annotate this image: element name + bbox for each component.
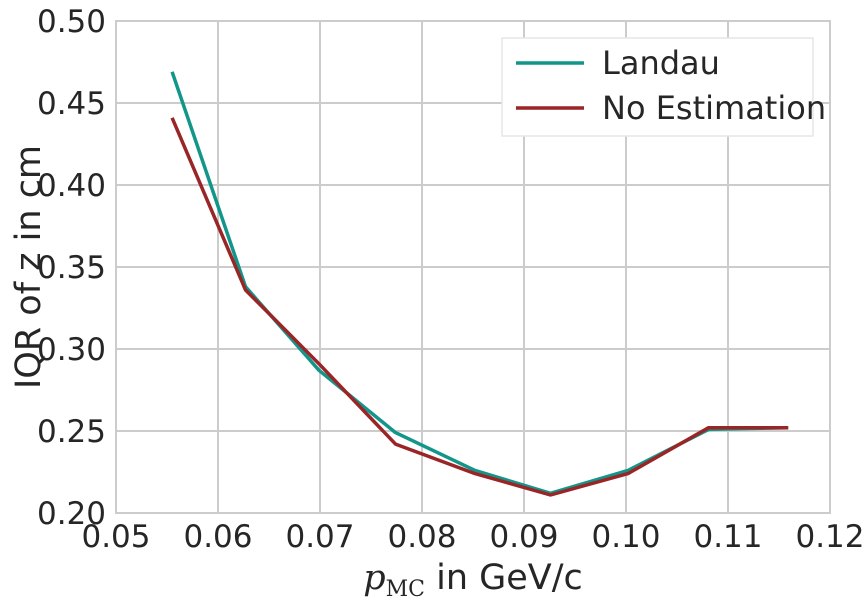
x-tick-label: 0.10 <box>591 519 660 555</box>
y-axis-label: IQR of z in cm <box>9 145 49 389</box>
series-line-2 <box>170 117 789 497</box>
x-tick-label: 0.12 <box>795 519 864 555</box>
plot-area-frame <box>115 20 831 514</box>
x-axis-label-subscript: MC <box>386 577 425 602</box>
y-tick-label: 0.50 <box>37 4 106 40</box>
legend-box <box>501 37 814 137</box>
y-tick-label: 0.35 <box>37 250 106 286</box>
x-tick-label: 0.09 <box>489 519 558 555</box>
x-axis-label-symbol: p <box>363 558 385 598</box>
x-tick-label: 0.06 <box>183 519 252 555</box>
legend-label-1: Landau <box>602 44 720 82</box>
tick-labels: 0.05 0.06 0.07 0.08 0.09 0.10 0.11 0.12 0.20 0.25… <box>37 4 865 555</box>
series-lines <box>170 71 789 497</box>
y-tick-label: 0.25 <box>37 414 106 450</box>
y-tick-label: 0.45 <box>37 86 106 122</box>
x-tick-label: 0.08 <box>387 519 456 555</box>
y-tick-label: 0.20 <box>37 496 106 532</box>
y-tick-label: 0.30 <box>37 332 106 368</box>
x-tick-label: 0.05 <box>81 519 150 555</box>
legend-label-2: No Estimation <box>602 89 826 127</box>
x-tick-label: 0.07 <box>285 519 354 555</box>
legend: Landau No Estimation <box>501 37 826 137</box>
x-axis-label: pMC in GeV/c <box>363 558 583 602</box>
x-tick-label: 0.11 <box>693 519 762 555</box>
x-axis-label-text: in GeV/c <box>425 558 583 598</box>
y-tick-label: 0.40 <box>37 168 106 204</box>
